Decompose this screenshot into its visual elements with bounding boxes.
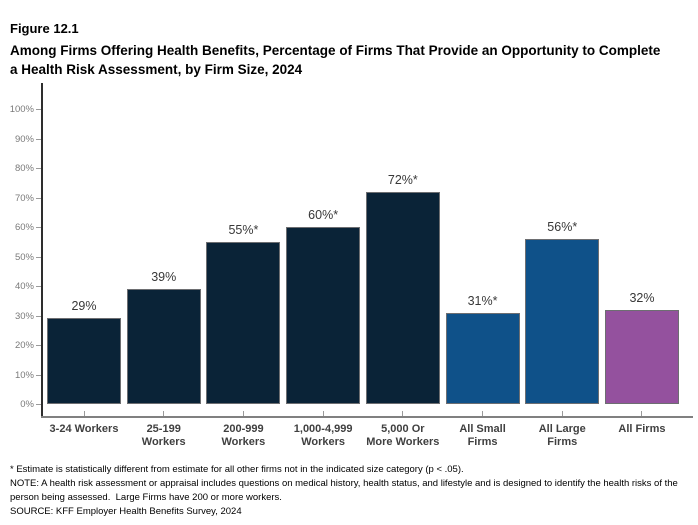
y-tick-label: 100% [9,104,34,115]
y-axis-tick [36,345,41,346]
y-tick-label: 10% [14,369,34,381]
x-axis-category-label: 1,000-4,999 Workers [293,423,353,448]
y-axis-tick [36,374,41,376]
y-tick-label: 80% [14,163,34,174]
y-axis-line [41,83,43,418]
x-axis-category-label: 3-24 Workers [49,423,119,435]
bar-value-label: 29% [71,299,97,314]
y-tick-label: 90% [14,133,34,145]
bar-25-199-workers [126,288,201,404]
y-axis-tick [36,286,41,287]
x-axis-category-label: 25-199 Workers [141,423,186,448]
y-axis-tick [36,227,41,228]
bar-value-label: 55%* [228,222,259,237]
x-axis-tick [402,411,404,416]
x-axis-tick [482,411,484,416]
y-axis-tick [36,109,41,110]
figure-title: Among Firms Offering Health Benefits, Pe… [10,43,661,77]
bar-value-label: 39% [151,269,177,284]
x-axis-category-label: 5,000 Or More Workers [366,423,440,448]
y-axis-tick [36,168,41,169]
figure-label: Figure 12.1 [10,21,79,36]
footnote-statistical: * Estimate is statistically different fr… [10,464,464,475]
footnote-note: NOTE: A health risk assessment or apprai… [10,478,681,503]
bar-value-label: 32% [629,290,655,305]
bar-200-999-workers [206,241,281,404]
x-axis-line [41,416,693,418]
x-axis-tick [641,411,643,416]
y-axis-tick [36,197,41,199]
bar-all-firms [604,309,679,404]
x-axis-category-label: All Firms [618,423,666,435]
footnote-source: SOURCE: KFF Employer Health Benefits Sur… [10,506,242,517]
bar-5-000-or-more-workers [365,191,440,404]
bar-value-label: 56%* [547,219,578,234]
y-tick-label: 70% [14,192,34,204]
bar-all-small-firms [445,312,520,404]
x-axis-category-label: 200-999 Workers [221,423,266,448]
y-axis-tick [36,138,41,140]
bar-3-24-workers [47,318,121,404]
y-tick-label: 60% [14,222,34,233]
y-tick-label: 50% [14,251,34,263]
footnotes: * Estimate is statistically different fr… [10,463,692,519]
y-tick-label: 0% [20,399,34,410]
x-axis-category-label: All Small Firms [459,423,506,448]
y-tick-label: 20% [14,340,34,351]
y-axis-tick [36,404,41,405]
y-tick-label: 30% [14,310,34,322]
bar-value-label: 72%* [387,172,418,187]
bar-1-000-4-999-workers [286,227,361,404]
x-axis-tick [163,411,165,416]
y-tick-label: 40% [14,281,34,292]
x-axis-tick [242,411,244,416]
y-axis-tick [36,315,41,317]
bar-all-large-firms [525,238,600,404]
bar-value-label: 31%* [467,293,498,308]
y-axis-tick [36,256,41,258]
x-axis-category-label: All Large Firms [538,423,586,448]
x-axis-tick [322,411,324,416]
x-axis-tick [83,411,85,416]
bar-value-label: 60%* [308,208,339,222]
x-axis-tick [561,411,563,416]
